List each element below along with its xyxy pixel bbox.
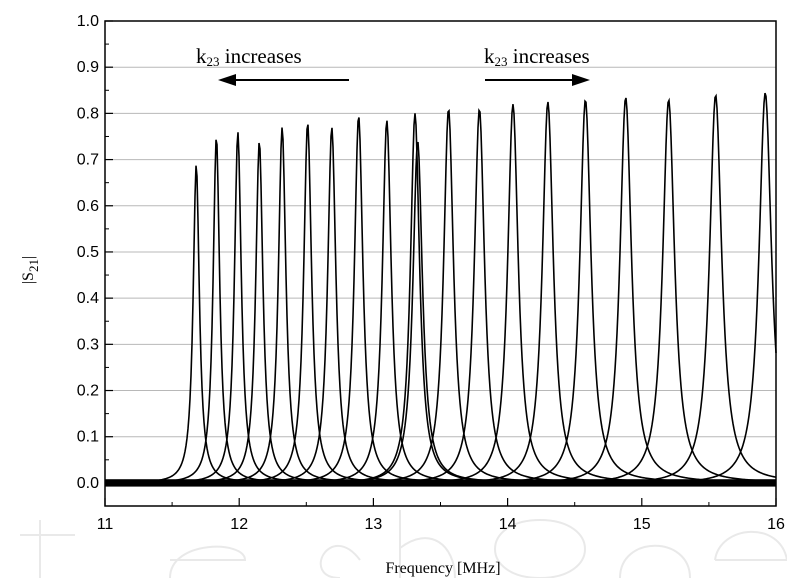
baseline-band — [105, 479, 776, 487]
svg-text:|S21|: |S21| — [20, 256, 41, 284]
x-tick-labels: 11 12 13 14 15 16 — [97, 516, 785, 533]
y-tick-label-3: 0.3 — [77, 336, 99, 353]
y-tick-label-7: 0.7 — [77, 152, 99, 169]
x-tick-label-3: 14 — [499, 516, 517, 533]
annotation-right-arrowhead — [572, 74, 590, 86]
curve-8 — [105, 120, 776, 483]
y-axis-title: |S21| — [20, 256, 41, 284]
y-tick-label-2: 0.2 — [77, 383, 99, 400]
annotation-right: k23 increases — [484, 44, 590, 86]
y-tick-label-4: 0.4 — [77, 290, 99, 307]
y-tick-label-6: 0.6 — [77, 198, 99, 215]
curve-4 — [105, 127, 776, 483]
curve-6 — [105, 127, 776, 483]
y-tick-label-9: 0.9 — [77, 59, 99, 76]
gridlines — [105, 20, 776, 438]
curve-1 — [105, 139, 776, 483]
watermark — [20, 510, 787, 578]
curve-3 — [105, 142, 776, 483]
resonance-curves — [105, 92, 777, 487]
x-tick-label-2: 13 — [365, 516, 383, 533]
y-tick-label-5: 0.5 — [77, 244, 99, 261]
curve-10 — [105, 141, 776, 483]
annotation-left-main: k — [196, 44, 207, 68]
curve-7 — [105, 117, 776, 483]
y-axis-title-sub: 21 — [26, 259, 41, 272]
annotation-left-arrowhead — [218, 74, 236, 86]
annotation-right-main: k — [484, 44, 495, 68]
x-tick-label-0: 11 — [97, 516, 114, 533]
svg-text:k23 increases: k23 increases — [196, 44, 302, 69]
curve-17 — [105, 97, 777, 483]
annotation-right-sub: 23 — [495, 54, 508, 69]
y-tick-label-0: 0.0 — [77, 475, 99, 492]
annotation-left-tail: increases — [220, 44, 302, 68]
axis-ticks — [104, 20, 777, 507]
annotation-left-sub: 23 — [207, 54, 220, 69]
y-axis-title-main: |S — [20, 272, 37, 284]
x-axis-title: Frequency [MHz] — [385, 560, 500, 577]
x-tick-label-4: 15 — [633, 516, 651, 533]
curve-2 — [105, 132, 776, 483]
x-tick-label-5: 16 — [767, 516, 785, 533]
y-tick-labels: 0.0 0.1 0.2 0.3 0.4 0.5 0.6 0.7 0.8 0.9 1.0 — [77, 13, 99, 492]
curve-5 — [105, 124, 776, 483]
y-axis-title-end: | — [20, 256, 37, 259]
y-tick-label-1: 0.1 — [77, 429, 99, 446]
curve-0 — [105, 165, 776, 483]
y-tick-label-10: 1.0 — [77, 13, 99, 30]
y-tick-label-8: 0.8 — [77, 105, 99, 122]
annotation-left: k23 increases — [196, 44, 349, 86]
x-tick-label-1: 12 — [230, 516, 248, 533]
svg-text:k23 increases: k23 increases — [484, 44, 590, 69]
annotation-right-tail: increases — [508, 44, 590, 68]
